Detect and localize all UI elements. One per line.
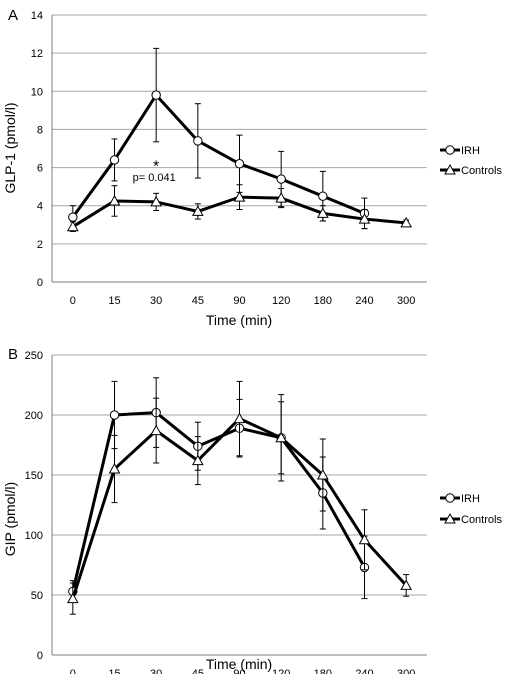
data-point — [68, 212, 78, 222]
x-tick-label: 0 — [70, 668, 76, 674]
legend-swatch-marker — [445, 145, 455, 155]
y-tick-label: 6 — [37, 163, 43, 175]
data-point — [233, 412, 246, 424]
data-point — [109, 155, 120, 165]
data-point — [276, 174, 286, 184]
x-tick-label: 15 — [108, 295, 120, 307]
legend-item: IRH — [440, 493, 480, 505]
data-point — [108, 194, 121, 206]
x-tick-label: 240 — [355, 295, 373, 307]
y-tick-label: 50 — [31, 590, 43, 602]
panel-b-y-axis-title: GIP (pmol/l) — [2, 482, 18, 556]
x-tick-label: 90 — [233, 295, 245, 307]
data-point — [108, 462, 121, 474]
legend-swatch-marker — [445, 493, 455, 503]
legend-label: IRH — [461, 493, 480, 505]
panel-b-y-ticks: 0 50 100 150 200 250 — [25, 350, 43, 662]
x-tick-label: 30 — [150, 668, 162, 674]
legend-item: Controls — [440, 163, 502, 177]
y-tick-label: 4 — [37, 201, 43, 213]
panel-a-series — [66, 47, 413, 232]
x-tick-label: 0 — [70, 295, 76, 307]
panel-a-legend: IRH Controls — [440, 145, 502, 177]
data-point — [316, 468, 329, 480]
panel-b-legend: IRH Controls — [440, 493, 502, 526]
p-value-annotation: p= 0.041 — [133, 172, 176, 184]
legend-label: Controls — [461, 514, 502, 526]
data-point — [275, 431, 288, 443]
data-point — [275, 192, 288, 203]
series-line — [71, 93, 366, 219]
y-tick-label: 14 — [31, 10, 43, 22]
panel-a-label: A — [8, 7, 18, 24]
y-tick-label: 250 — [25, 350, 43, 362]
y-tick-label: 200 — [25, 410, 43, 422]
data-point — [358, 213, 371, 224]
legend-label: IRH — [461, 145, 480, 157]
data-point — [151, 90, 161, 100]
data-point — [316, 207, 329, 218]
legend-swatch-marker — [444, 163, 456, 175]
panel-a-y-axis-title: GLP-1 (pmol/l) — [2, 102, 18, 193]
data-point — [150, 195, 163, 207]
y-tick-label: 100 — [25, 530, 43, 542]
x-tick-label: 45 — [192, 295, 204, 307]
data-point — [66, 592, 79, 604]
y-tick-label: 0 — [37, 277, 43, 289]
x-tick-label: 120 — [272, 668, 290, 674]
series-controls — [66, 184, 413, 232]
x-tick-label: 15 — [108, 668, 120, 674]
x-tick-label: 300 — [397, 295, 415, 307]
panel-b-label: B — [8, 346, 18, 363]
panel-a-y-ticks: 0 2 4 6 8 10 12 14 — [31, 10, 43, 289]
data-point — [109, 410, 120, 420]
series-line — [71, 411, 366, 592]
x-tick-label: 300 — [397, 668, 415, 674]
legend-label: Controls — [461, 165, 502, 177]
series-controls — [66, 380, 413, 615]
x-tick-label: 90 — [233, 668, 245, 674]
x-tick-label: 45 — [192, 668, 204, 674]
panel-a-x-ticks: 0 15 30 45 90 120 180 240 300 — [70, 295, 416, 307]
y-tick-label: 8 — [37, 124, 43, 136]
data-point — [191, 205, 204, 216]
y-tick-label: 10 — [31, 86, 43, 98]
x-tick-label: 30 — [150, 295, 162, 307]
data-point — [318, 191, 328, 201]
legend-item: IRH — [440, 145, 480, 157]
panel-a-x-axis-title: Time (min) — [206, 312, 272, 328]
data-point — [400, 579, 413, 590]
panel-b-x-axis-title: Time (min) — [206, 656, 272, 672]
y-tick-label: 12 — [31, 48, 43, 60]
x-tick-label: 120 — [272, 295, 290, 307]
y-tick-label: 150 — [25, 470, 43, 482]
data-point — [234, 159, 245, 169]
data-point — [233, 191, 246, 202]
data-point — [400, 216, 413, 228]
data-point — [358, 533, 371, 545]
data-point — [193, 136, 203, 146]
panel-b-series — [66, 377, 413, 615]
panel-a-annotations: *p= 0.041 — [133, 159, 176, 184]
legend-swatch-marker — [444, 512, 456, 524]
y-tick-label: 2 — [37, 239, 43, 251]
y-tick-label: 0 — [37, 650, 43, 662]
x-tick-label: 180 — [314, 295, 332, 307]
legend-item: Controls — [440, 512, 502, 526]
series-irh — [68, 377, 370, 603]
panel-b-x-ticks: 0 15 30 45 90 120 180 240 300 — [70, 668, 416, 674]
x-tick-label: 180 — [314, 668, 332, 674]
data-point — [66, 220, 79, 232]
x-tick-label: 240 — [355, 668, 373, 674]
panel-a: A 0 2 4 6 8 10 12 14 0 15 30 45 90 120 180 240 300 GLP-… — [2, 7, 502, 328]
data-point — [150, 424, 163, 436]
significance-star: * — [153, 159, 159, 176]
data-point — [191, 454, 204, 466]
